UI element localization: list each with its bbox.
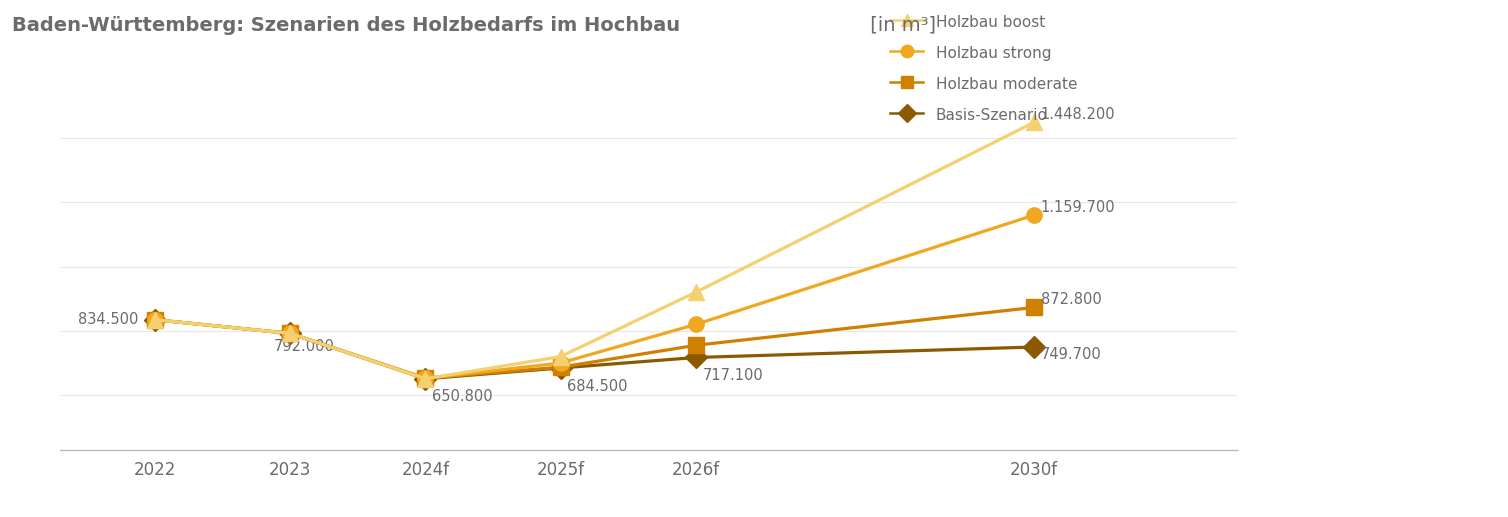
Text: 1.159.700: 1.159.700 [1041,200,1114,215]
Text: 872.800: 872.800 [1041,293,1101,308]
Text: 792.000: 792.000 [274,339,335,354]
Text: Baden-Württemberg: Szenarien des Holzbedarfs im Hochbau: Baden-Württemberg: Szenarien des Holzbed… [12,16,680,35]
Legend: Holzbau boost, Holzbau strong, Holzbau moderate, Basis-Szenario: Holzbau boost, Holzbau strong, Holzbau m… [890,13,1077,124]
Text: 834.500: 834.500 [78,312,139,327]
Text: 749.700: 749.700 [1041,347,1101,362]
Text: 1.448.200: 1.448.200 [1041,108,1114,123]
Text: 650.800: 650.800 [433,389,493,404]
Text: 684.500: 684.500 [567,379,627,394]
Text: [in m³]: [in m³] [864,16,936,35]
Text: 717.100: 717.100 [703,368,763,383]
